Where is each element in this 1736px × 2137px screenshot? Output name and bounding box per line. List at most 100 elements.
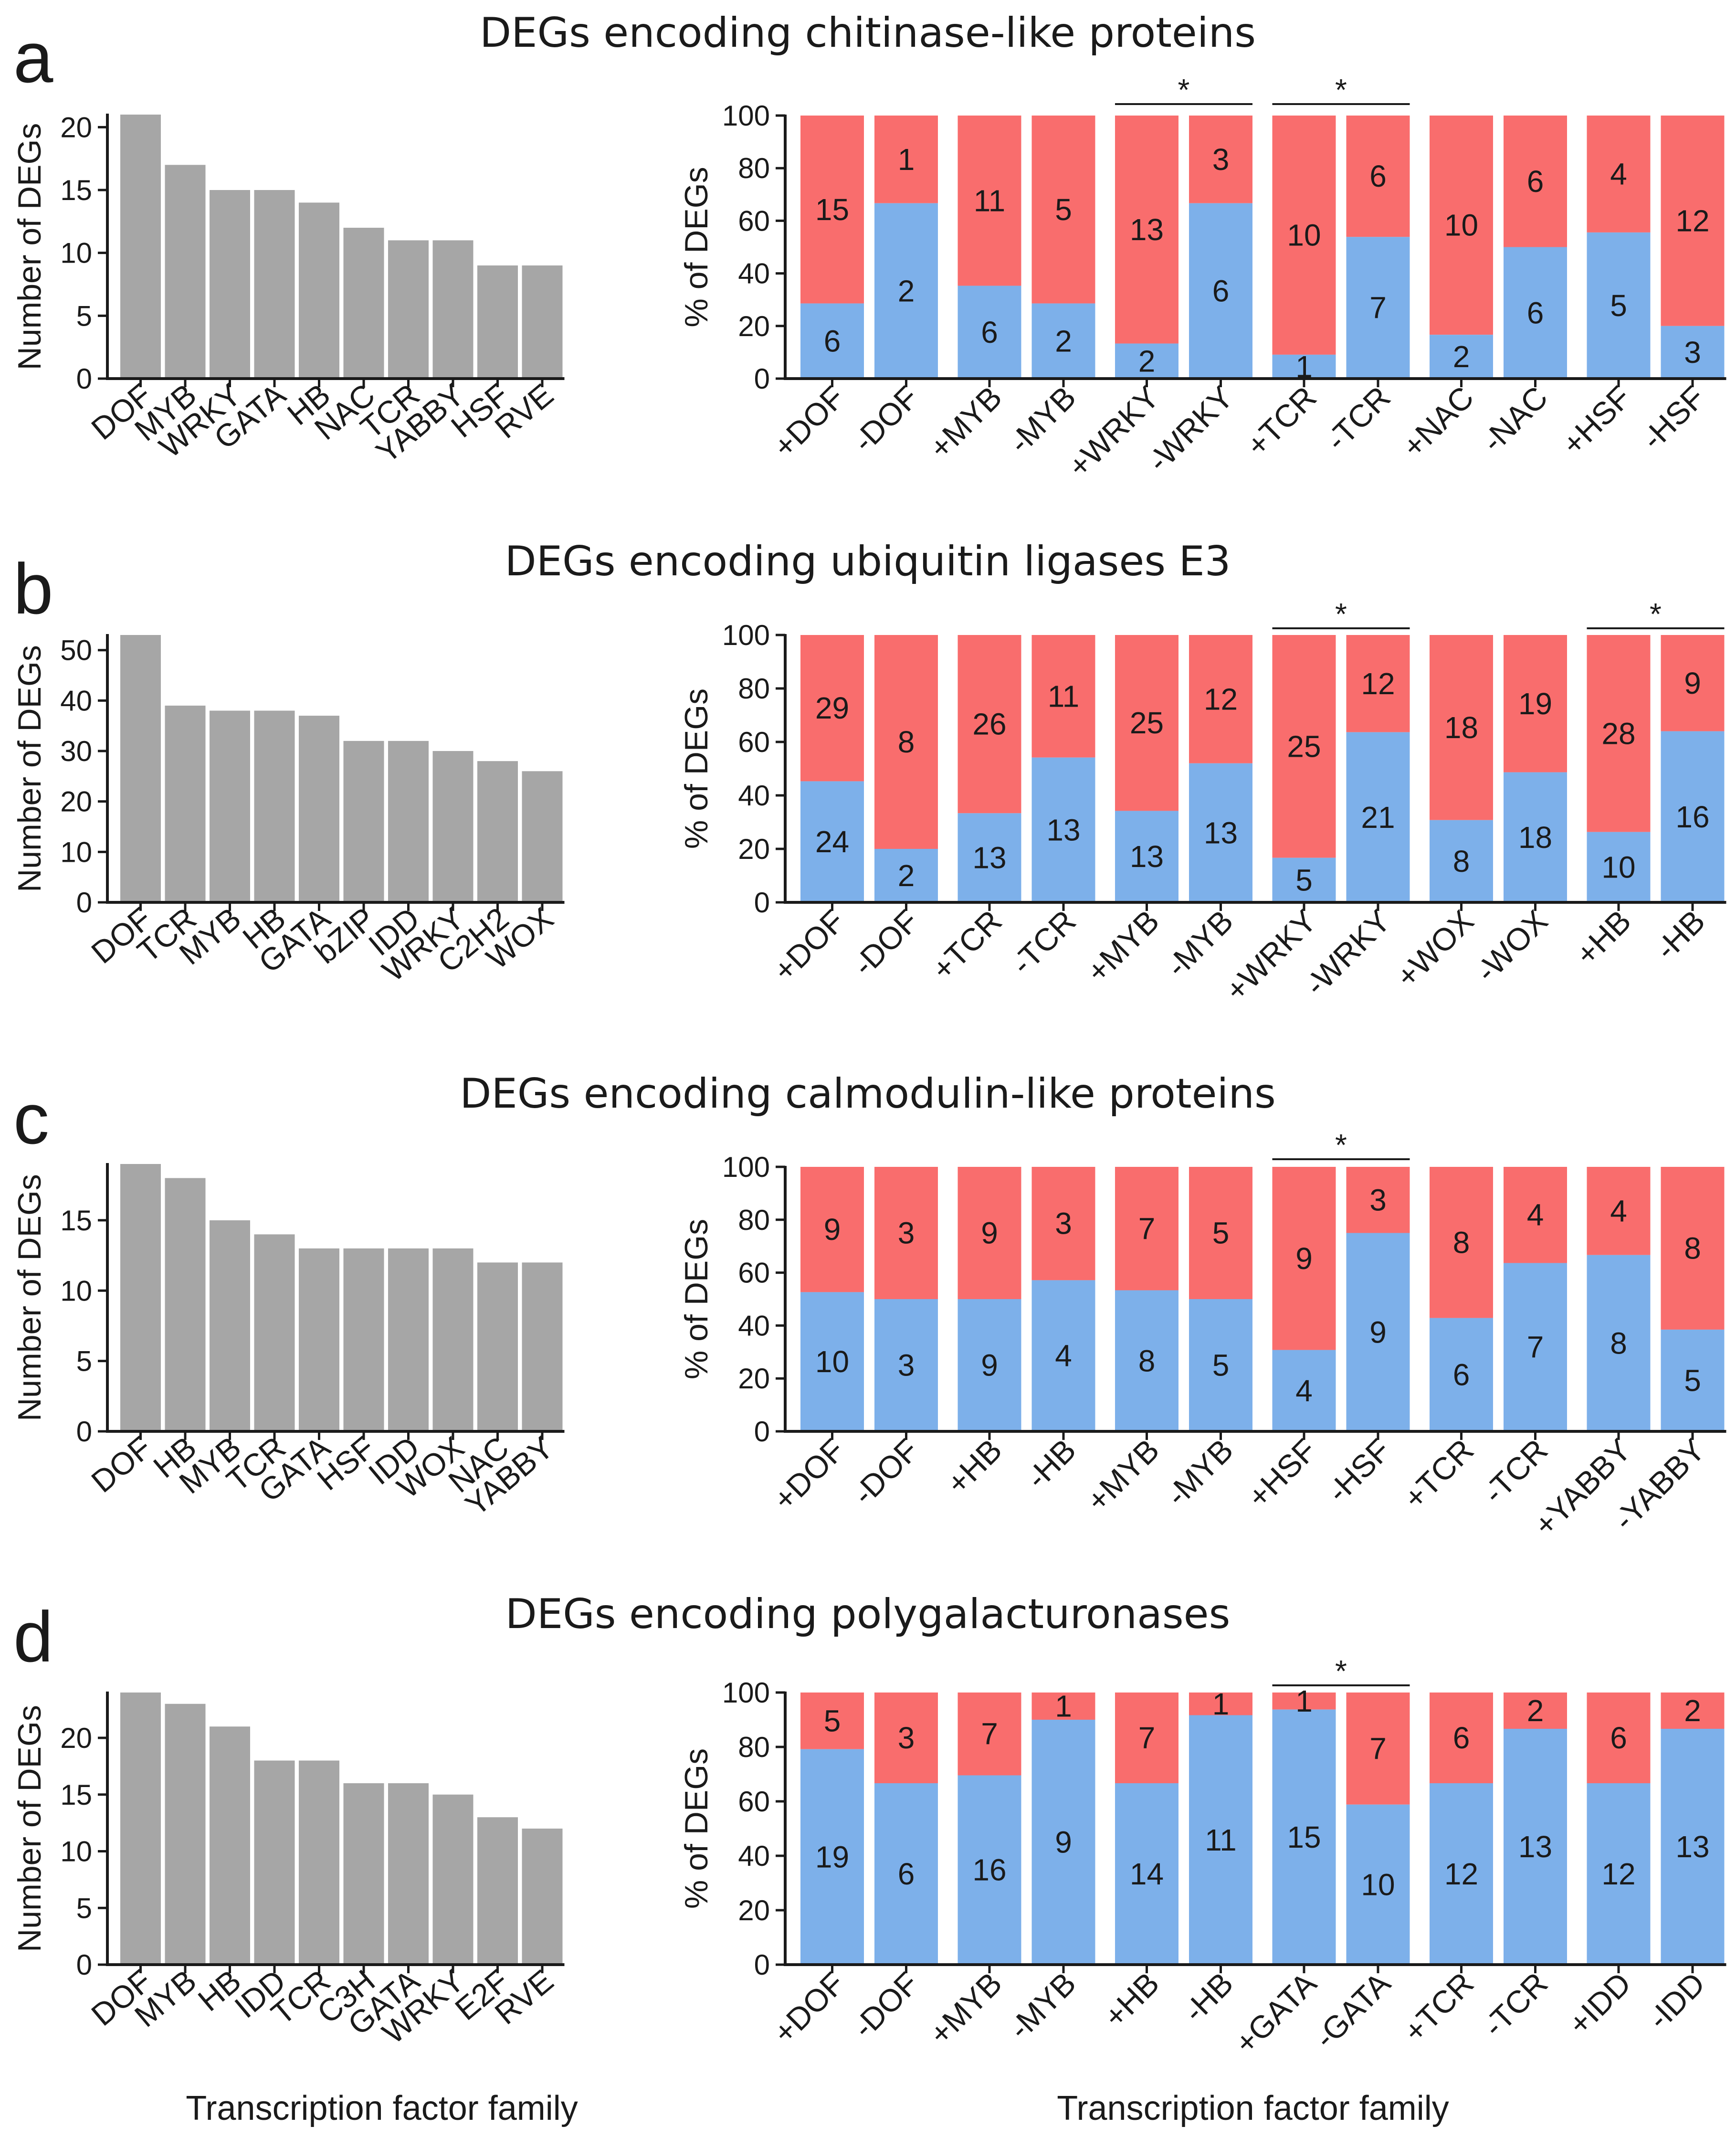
upregulated-segment	[1346, 1804, 1410, 1965]
downregulated-segment	[1272, 1693, 1336, 1710]
upregulated-count-label: 6	[824, 324, 841, 358]
percent-y-tick-label: 20	[738, 1894, 770, 1926]
downregulated-segment	[1115, 635, 1178, 811]
upregulated-segment	[874, 849, 938, 902]
upregulated-count-label: 6	[981, 315, 998, 349]
percent-category-label: -IDD	[1641, 1966, 1712, 2036]
count-y-tick-label: 5	[76, 1892, 92, 1924]
upregulated-count-label: 3	[1684, 335, 1701, 370]
downregulated-segment	[1661, 635, 1725, 731]
percent-y-tick-label: 100	[722, 1151, 770, 1183]
count-y-tick-label: 0	[76, 363, 92, 395]
significance-marker: *	[1178, 73, 1190, 107]
upregulated-count-label: 2	[1453, 339, 1470, 374]
count-y-tick-label: 5	[76, 1345, 92, 1377]
downregulated-segment	[1587, 635, 1651, 832]
downregulated-count-label: 8	[1684, 1231, 1701, 1265]
downregulated-segment	[1115, 1693, 1178, 1783]
percent-category-label: -TCR	[1004, 903, 1083, 982]
percent-category-label: +IDD	[1561, 1966, 1638, 2042]
percent-category-label: +TCR	[1397, 1966, 1480, 2049]
percent-category-label: -MYB	[1159, 1432, 1240, 1513]
upregulated-segment	[800, 781, 864, 902]
upregulated-count-label: 7	[1527, 1330, 1544, 1365]
panel-label: d	[13, 1597, 53, 1677]
count-y-axis-label: Number of DEGs	[11, 123, 48, 370]
count-y-tick-label: 5	[76, 300, 92, 332]
count-bar	[343, 1248, 384, 1431]
panel-title: DEGs encoding ubiquitin ligases E3	[505, 538, 1231, 585]
downregulated-count-label: 6	[1610, 1721, 1627, 1755]
count-bar	[165, 165, 206, 379]
count-y-axis-label: Number of DEGs	[11, 1174, 48, 1421]
downregulated-segment	[1587, 1693, 1651, 1783]
percent-chart: 10 9 +DOF 3 3 -DOF 9 9 +HB 4 3 -HB 8 7 +MYB 5 5 -MYB 4 9 +HS…	[678, 1128, 1726, 1543]
count-bar	[120, 1693, 161, 1965]
count-bar	[388, 741, 429, 902]
upregulated-count-label: 13	[1204, 815, 1238, 850]
downregulated-segment	[1031, 116, 1095, 304]
count-y-tick-label: 10	[60, 237, 92, 269]
downregulated-segment	[800, 635, 864, 782]
downregulated-count-label: 12	[1361, 666, 1395, 701]
count-y-tick-label: 10	[60, 1275, 92, 1307]
downregulated-segment	[1587, 116, 1651, 233]
count-bar	[432, 240, 473, 379]
downregulated-count-label: 9	[1684, 666, 1701, 700]
upregulated-segment	[1430, 820, 1493, 902]
downregulated-segment	[957, 635, 1021, 814]
count-y-axis-label: Number of DEGs	[11, 1705, 48, 1952]
downregulated-count-label: 6	[1453, 1721, 1470, 1755]
downregulated-count-label: 8	[1453, 1225, 1470, 1259]
downregulated-count-label: 19	[1518, 687, 1552, 721]
count-category-label: DOF	[84, 1429, 158, 1499]
upregulated-count-label: 5	[1212, 1348, 1230, 1383]
percent-category-label: -MYB	[1002, 1966, 1083, 2046]
upregulated-count-label: 6	[1453, 1357, 1470, 1392]
count-y-tick-label: 15	[60, 174, 92, 206]
percent-category-label: -HB	[1648, 903, 1712, 967]
percent-category-label: +HB	[1097, 1966, 1166, 2034]
downregulated-count-label: 3	[898, 1216, 915, 1250]
upregulated-count-label: 13	[1675, 1830, 1709, 1864]
percent-category-label: +TCR	[925, 903, 1008, 987]
downregulated-segment	[1346, 1167, 1410, 1233]
upregulated-segment	[1661, 1729, 1725, 1965]
downregulated-count-label: 1	[1295, 1684, 1313, 1718]
count-y-tick-label: 0	[76, 1949, 92, 1981]
count-bar	[388, 240, 429, 379]
percent-category-label: +MYB	[1080, 1432, 1166, 1519]
percent-category-label: -HB	[1019, 1432, 1083, 1496]
count-bar	[432, 1248, 473, 1431]
downregulated-count-label: 9	[1295, 1241, 1313, 1276]
count-bar	[522, 771, 563, 902]
upregulated-segment	[957, 1299, 1021, 1431]
percent-y-tick-label: 0	[754, 887, 770, 919]
upregulated-count-label: 16	[972, 1853, 1006, 1887]
upregulated-segment	[1587, 832, 1651, 902]
downregulated-segment	[800, 116, 864, 304]
downregulated-count-label: 15	[815, 192, 849, 227]
downregulated-count-label: 25	[1287, 729, 1321, 763]
percent-y-tick-label: 40	[738, 1840, 770, 1872]
upregulated-segment	[1031, 1280, 1095, 1431]
downregulated-count-label: 9	[981, 1216, 998, 1250]
upregulated-count-label: 5	[1610, 288, 1627, 323]
upregulated-segment	[1430, 335, 1493, 379]
upregulated-count-label: 7	[1369, 291, 1387, 325]
downregulated-count-label: 12	[1675, 203, 1709, 238]
panel-label: b	[13, 549, 53, 629]
count-bar	[477, 1262, 518, 1431]
upregulated-segment	[874, 1783, 938, 1965]
percent-category-label: +WRKY	[1218, 903, 1323, 1008]
downregulated-segment	[1272, 116, 1336, 355]
upregulated-segment	[1189, 203, 1252, 379]
downregulated-segment	[1661, 1167, 1725, 1330]
downregulated-segment	[1272, 1167, 1336, 1350]
upregulated-segment	[1661, 326, 1725, 379]
significance-marker: *	[1335, 1654, 1347, 1688]
percent-y-axis-label: % of DEGs	[678, 688, 715, 849]
downregulated-count-label: 5	[1055, 192, 1072, 227]
count-bar	[477, 265, 518, 379]
